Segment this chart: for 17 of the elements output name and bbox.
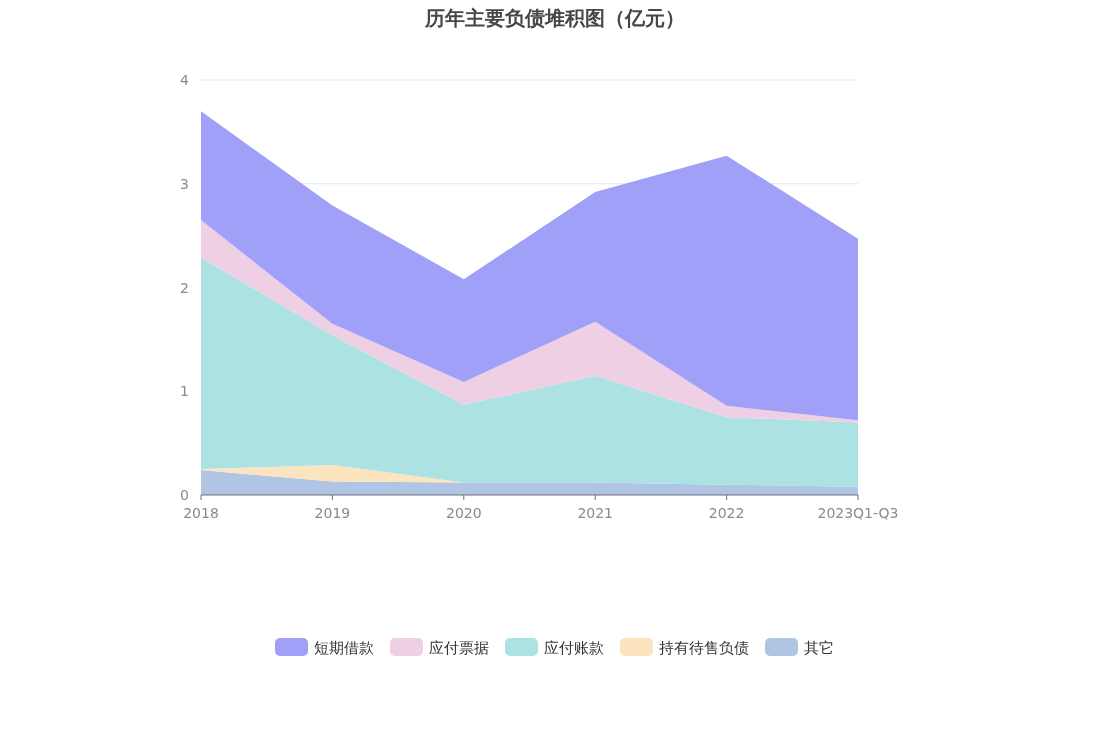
x-tick-label: 2021 bbox=[577, 505, 614, 521]
y-tick-label: 0 bbox=[180, 487, 189, 503]
x-tick-label: 2022 bbox=[708, 505, 745, 521]
legend-label: 短期借款 bbox=[314, 639, 374, 657]
y-tick-label: 1 bbox=[180, 383, 189, 400]
y-tick-label: 4 bbox=[180, 72, 190, 88]
x-tick-label: 2019 bbox=[314, 505, 351, 521]
x-tick-label: 2018 bbox=[183, 505, 219, 521]
legend-label: 应付账款 bbox=[544, 639, 604, 657]
y-tick-label: 2 bbox=[180, 279, 189, 296]
chart-title: 历年主要负债堆积图（亿元） bbox=[423, 6, 685, 30]
legend-label: 应付票据 bbox=[429, 639, 489, 657]
y-tick-label: 3 bbox=[180, 175, 189, 192]
legend-label: 持有待售负债 bbox=[659, 639, 749, 657]
legend-label: 其它 bbox=[804, 639, 834, 657]
x-tick-label: 2020 bbox=[445, 505, 482, 521]
x-tick-label: 2023Q1-Q3 bbox=[817, 505, 899, 521]
